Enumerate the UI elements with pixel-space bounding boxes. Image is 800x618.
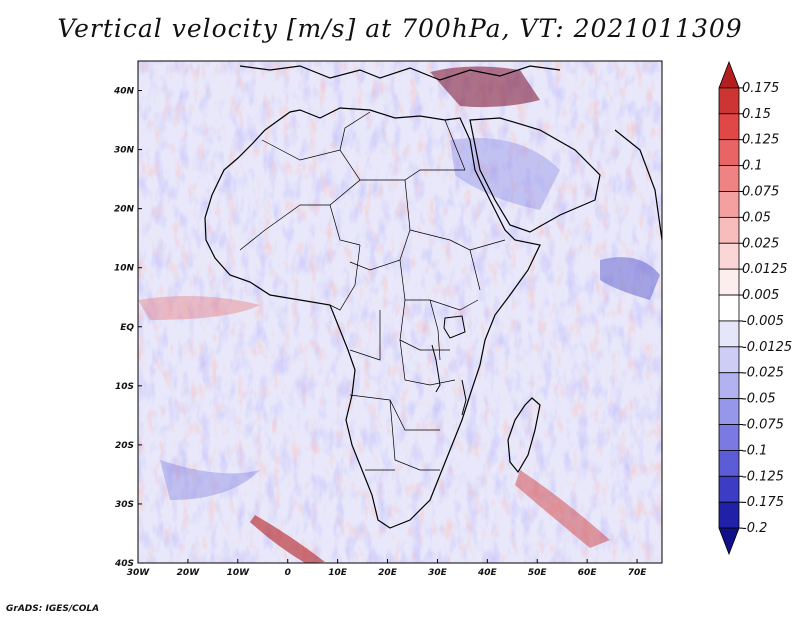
- descent-patch-indian: [600, 257, 660, 300]
- colorbar-level-label: -0.175: [742, 495, 784, 510]
- lake-malawi: [461, 379, 467, 416]
- x-tick-label: 70E: [628, 568, 648, 578]
- itcz-band: [138, 296, 260, 320]
- colorbar-level-label: 0.1: [742, 159, 763, 174]
- colorbar-level-label: 0.005: [742, 288, 779, 303]
- grads-credit: GrADS: IGES/COLA: [6, 604, 100, 614]
- colorbar-swatch: [718, 294, 740, 322]
- madagascar-coastline: [507, 397, 541, 474]
- x-tick-label: 20E: [378, 568, 398, 578]
- colorbar-level-label: -0.0125: [742, 340, 792, 355]
- colorbar-swatch: [718, 242, 740, 270]
- lakes: [431, 315, 467, 416]
- map-title: Vertical velocity [m/s] at 700hPa, VT: 2…: [57, 14, 743, 43]
- map-axes: 30W 20W 10W 0 10E 20E 30E 40E 50E 60E 70E 40N 30N 20N…: [113, 87, 647, 578]
- x-tick-label: 10E: [328, 568, 348, 578]
- y-tick-label: 40S: [114, 559, 134, 569]
- colorbar-swatch: [718, 475, 740, 503]
- ascent-band-southwest: [250, 515, 325, 563]
- colorbar-level-label: 0.125: [742, 133, 779, 148]
- x-tick-label: 10W: [227, 568, 251, 578]
- x-tick-label: 50E: [528, 568, 548, 578]
- colorbar-swatch: [718, 372, 740, 400]
- x-tick-label: 30E: [428, 568, 448, 578]
- colorbar-swatch: [718, 527, 740, 556]
- colorbar-level-label: -0.125: [742, 469, 784, 484]
- y-tick-label: 20N: [114, 205, 135, 215]
- lake-victoria: [443, 315, 466, 339]
- colorbar-swatch: [718, 139, 740, 166]
- y-tick-label: 20S: [115, 441, 134, 451]
- colorbar-level-label: -0.005: [742, 314, 784, 329]
- arabia-coastline: [469, 117, 601, 233]
- colorbar-level-label: 0.0125: [742, 262, 788, 277]
- colorbar-level-label: 0.05: [742, 210, 771, 225]
- colorbar-swatch: [718, 216, 740, 244]
- y-tick-label: 10S: [115, 382, 134, 392]
- descent-band-atlantic: [160, 460, 260, 500]
- india-coastline: [614, 129, 662, 241]
- colorbar-swatch: [718, 60, 740, 89]
- y-tick-label: EQ: [120, 323, 134, 333]
- colorbar-swatch: [718, 113, 740, 141]
- europe-coastline: [239, 65, 561, 81]
- colorbar-level-label: 0.075: [742, 184, 779, 199]
- x-tick-label: 40E: [477, 568, 498, 578]
- colorbar-level-label: -0.1: [742, 443, 767, 458]
- colorbar-level-label: -0.025: [742, 366, 784, 381]
- colorbar-swatch: [718, 191, 740, 218]
- y-tick-label: 10N: [114, 264, 135, 274]
- africa-coastline: [204, 107, 541, 529]
- colorbar-swatch: [718, 320, 740, 348]
- ascent-band-southeast: [515, 470, 610, 548]
- x-tick-label: 30W: [127, 568, 151, 578]
- colorbar-level-label: 0.025: [742, 236, 779, 251]
- colorbar-level-label: -0.075: [742, 418, 784, 433]
- plot-frame: [137, 60, 663, 564]
- x-tick-label: 60E: [578, 568, 598, 578]
- colorbar-swatch: [718, 346, 740, 374]
- coastlines: [204, 65, 662, 529]
- colorbar-swatch: [718, 165, 740, 192]
- colorbar-level-label: -0.05: [742, 392, 776, 407]
- colorbar-swatch: [718, 424, 740, 451]
- lake-tanganyika: [431, 344, 441, 393]
- y-tick-label: 30S: [115, 500, 134, 510]
- y-tick-label: 40N: [113, 87, 135, 97]
- colorbar-swatch: [718, 501, 740, 529]
- colorbar-swatch: [718, 398, 740, 425]
- colorbar-swatch: [718, 450, 740, 477]
- velocity-field: [138, 61, 662, 563]
- colorbar-level-label: 0.175: [742, 81, 779, 96]
- x-tick-label: 0: [285, 568, 291, 578]
- colorbar-swatch: [718, 87, 740, 115]
- y-tick-label: 30N: [114, 146, 135, 156]
- x-tick-label: 20W: [177, 568, 201, 578]
- convergence-band-mediterranean: [430, 66, 540, 108]
- country-borders: [239, 111, 506, 471]
- colorbar-swatch: [718, 268, 740, 296]
- colorbar-level-label: 0.15: [742, 107, 771, 122]
- colorbar-level-label: -0.2: [742, 521, 767, 536]
